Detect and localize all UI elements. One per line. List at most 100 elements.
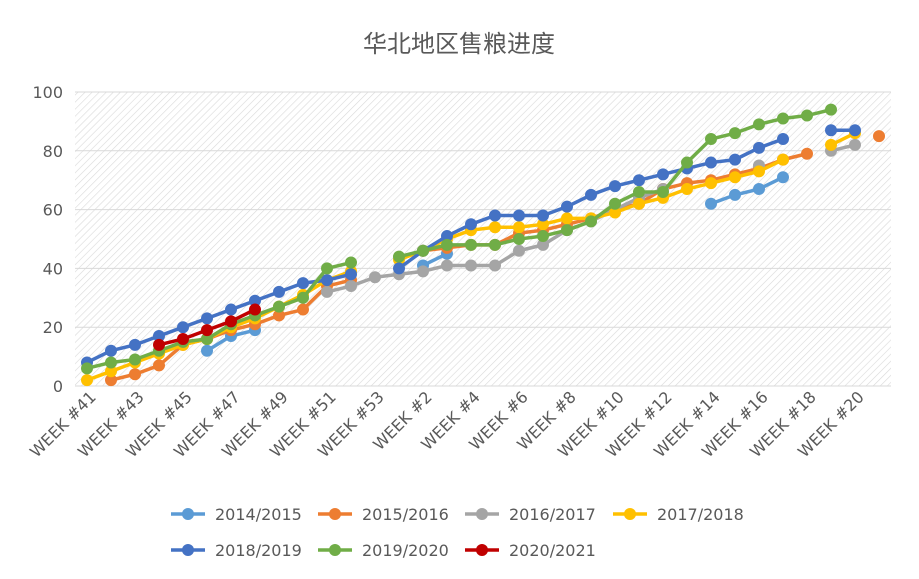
data-point — [129, 353, 141, 366]
data-point — [513, 244, 525, 257]
data-point — [777, 133, 789, 146]
data-point — [753, 183, 765, 196]
data-point — [489, 238, 501, 251]
legend-label: 2014/2015 — [215, 505, 302, 524]
legend-item: 2019/2020 — [318, 541, 449, 560]
legend-marker — [182, 508, 194, 520]
data-point — [753, 165, 765, 178]
y-tick-label: 60 — [43, 201, 63, 220]
data-point — [729, 171, 741, 184]
data-point — [537, 230, 549, 243]
data-point — [465, 259, 477, 272]
data-point — [849, 138, 861, 151]
data-point — [705, 156, 717, 169]
data-point — [465, 238, 477, 251]
data-point — [705, 197, 717, 210]
data-point — [297, 303, 309, 316]
y-tick-label: 0 — [53, 377, 63, 396]
data-point — [777, 171, 789, 184]
data-point — [297, 291, 309, 304]
data-point — [177, 332, 189, 345]
data-point — [417, 244, 429, 257]
data-point — [201, 324, 213, 337]
data-point — [801, 147, 813, 160]
data-point — [705, 177, 717, 190]
data-point — [513, 221, 525, 234]
legend-item: 2017/2018 — [613, 505, 744, 524]
series-line — [709, 175, 785, 206]
data-point — [657, 168, 669, 181]
data-point — [633, 197, 645, 210]
y-tick-label: 20 — [43, 318, 63, 337]
data-point — [753, 118, 765, 131]
legend-marker — [624, 508, 636, 520]
legend-label: 2017/2018 — [657, 505, 744, 524]
chart-title: 华北地区售粮进度 — [363, 30, 555, 58]
data-point — [825, 124, 837, 137]
legend-item: 2018/2019 — [171, 541, 302, 560]
data-point — [585, 215, 597, 228]
data-point — [201, 312, 213, 325]
data-point — [105, 344, 117, 357]
data-point — [633, 185, 645, 198]
series-2019/2020 — [81, 103, 837, 375]
data-point — [633, 174, 645, 187]
data-point — [489, 259, 501, 272]
y-tick-label: 80 — [43, 142, 63, 161]
data-point — [321, 285, 333, 298]
data-point — [753, 141, 765, 154]
data-point — [441, 238, 453, 251]
y-tick-label: 100 — [32, 83, 63, 102]
legend-label: 2015/2016 — [362, 505, 449, 524]
series-layer — [81, 103, 885, 387]
data-point — [489, 221, 501, 234]
data-point — [441, 259, 453, 272]
data-point — [225, 303, 237, 316]
data-point — [585, 188, 597, 201]
data-point — [849, 124, 861, 137]
data-point — [345, 268, 357, 281]
series-2020/2021 — [153, 303, 261, 351]
legend-marker — [329, 508, 341, 520]
data-point — [201, 344, 213, 357]
data-point — [225, 315, 237, 328]
data-point — [153, 338, 165, 351]
data-point — [777, 153, 789, 166]
data-point — [873, 130, 885, 143]
data-point — [681, 156, 693, 169]
data-point — [609, 180, 621, 193]
data-point — [129, 338, 141, 351]
legend-marker — [476, 508, 488, 520]
data-point — [81, 374, 93, 387]
legend-marker — [329, 544, 341, 556]
data-point — [177, 321, 189, 334]
legend-label: 2018/2019 — [215, 541, 302, 560]
data-point — [273, 285, 285, 298]
data-point — [393, 262, 405, 275]
data-point — [297, 277, 309, 290]
data-point — [417, 265, 429, 278]
data-point — [273, 300, 285, 313]
data-point — [561, 224, 573, 237]
data-point — [729, 127, 741, 140]
legend: 2014/2015 2015/2016 2016/2017 2017/2018 2018… — [171, 505, 744, 560]
legend-item: 2014/2015 — [171, 505, 302, 524]
y-axis: 0 20 40 60 80 100 — [32, 83, 63, 396]
legend-item: 2020/2021 — [465, 541, 596, 560]
data-point — [657, 185, 669, 198]
y-tick-label: 40 — [43, 259, 63, 278]
data-point — [705, 133, 717, 146]
data-point — [393, 250, 405, 263]
data-point — [345, 256, 357, 269]
data-point — [81, 362, 93, 375]
data-point — [561, 212, 573, 225]
legend-label: 2019/2020 — [362, 541, 449, 560]
data-point — [801, 109, 813, 122]
data-point — [465, 218, 477, 231]
legend-marker — [182, 544, 194, 556]
data-point — [105, 356, 117, 369]
data-point — [369, 271, 381, 284]
data-point — [249, 303, 261, 316]
